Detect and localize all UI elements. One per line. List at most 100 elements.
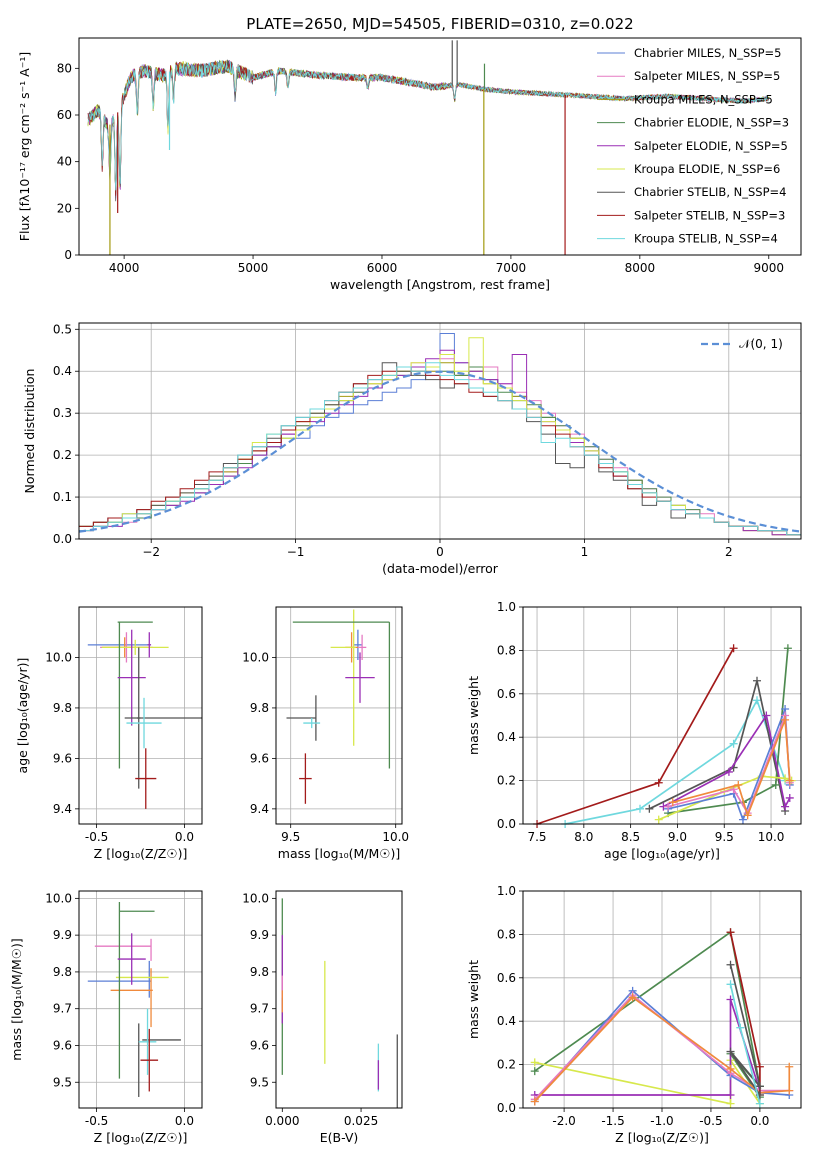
normal-curve — [79, 370, 801, 533]
y-tick-label: 80 — [57, 61, 72, 75]
weight-marker — [781, 715, 790, 724]
weight-marker — [736, 1023, 745, 1032]
axes-frame — [78, 37, 802, 256]
weight-marker — [530, 1097, 539, 1106]
x-tick-label: 9.0 — [668, 830, 687, 844]
y-tick-label: 9.6 — [53, 1038, 72, 1052]
y-tick-label: 10.0 — [45, 891, 72, 905]
x-tick-label: 8000 — [625, 261, 656, 275]
weight-marker — [785, 1086, 794, 1095]
y-tick-label: 0.3 — [53, 406, 72, 420]
weight-marker — [668, 798, 677, 807]
y-tick-label: 9.9 — [53, 928, 72, 942]
weight-marker — [755, 1082, 764, 1091]
x-tick-label: 0.025 — [344, 1114, 378, 1128]
y-axis-label: age [log₁₀(age/yr)] — [15, 658, 30, 774]
y-axis-label: Flux [fλ10⁻¹⁷ erg cm⁻² s⁻¹ A⁻¹] — [17, 52, 32, 241]
y-tick-label: 9.8 — [250, 701, 269, 715]
y-tick-label: 9.7 — [250, 1002, 269, 1016]
axes-frame — [522, 890, 802, 1109]
y-tick-label: 9.8 — [250, 965, 269, 979]
axes-frame — [275, 606, 403, 825]
weight-marker — [781, 774, 790, 783]
y-tick-label: 9.6 — [53, 751, 72, 765]
weight-marker — [636, 804, 645, 813]
weight-marker — [753, 696, 762, 705]
x-tick-label: -2.0 — [552, 1114, 575, 1128]
weight-marker — [734, 780, 743, 789]
y-tick-label: 9.5 — [53, 1075, 72, 1089]
x-tick-label: 0.0 — [175, 1114, 194, 1128]
x-tick-label: 7000 — [496, 261, 527, 275]
x-tick-label: 10.0 — [382, 830, 409, 844]
x-tick-label: 9.5 — [715, 830, 734, 844]
weight-line — [534, 996, 791, 1103]
weight-marker — [762, 711, 771, 720]
weight-marker — [726, 980, 735, 989]
y-tick-label: 9.9 — [250, 928, 269, 942]
legend-label: Chabrier MILES, N_SSP=5 — [634, 46, 781, 60]
x-axis-label: Z [log₁₀(Z/Z☉)] — [94, 1130, 188, 1145]
x-tick-label: 5000 — [238, 261, 269, 275]
weight-marker — [785, 776, 794, 785]
legend-label: Chabrier ELODIE, N_SSP=3 — [634, 116, 789, 130]
x-tick-label: 9.5 — [281, 830, 300, 844]
axes-frame — [78, 322, 802, 540]
x-tick-label: 10.0 — [758, 830, 785, 844]
mass-vs-ebv-panel: 0.000 0.025 9.5 9.6 9.7 9.8 9.9 10.0 E(B-V) — [242, 890, 403, 1145]
legend-label: 𝒩(0, 1) — [739, 337, 783, 351]
y-tick-label: 0 — [64, 248, 72, 262]
y-tick-label: 9.7 — [53, 1002, 72, 1016]
age-vs-mass-panel: 9.5 10.0 9.4 9.6 9.8 10.0 mass [log₁₀(M/M☉)] — [242, 606, 409, 861]
weight-marker — [726, 928, 735, 937]
y-tick-label: 0.4 — [497, 730, 516, 744]
weight-marker — [726, 960, 735, 969]
y-tick-label: 0.1 — [53, 490, 72, 504]
y-tick-label: 0.2 — [497, 1058, 516, 1072]
weight-marker — [645, 804, 654, 813]
x-axis-label: Z [log₁₀(Z/Z☉)] — [615, 1130, 709, 1145]
mass-vs-metallicity-panel: -0.5 0.0 9.5 9.6 9.7 9.8 9.9 10.0 Z [log₁₀(Z/Z☉)… — [9, 890, 203, 1145]
x-tick-label: 6000 — [367, 261, 398, 275]
weight-marker — [726, 1047, 735, 1056]
y-tick-label: 9.4 — [53, 802, 72, 816]
weight-marker — [530, 1058, 539, 1067]
weight-marker — [726, 1090, 735, 1099]
x-tick-label: -1.5 — [601, 1114, 624, 1128]
x-tick-label: 4000 — [109, 261, 140, 275]
x-tick-label: 0.0 — [175, 830, 194, 844]
legend-label: Kroupa ELODIE, N_SSP=6 — [634, 162, 780, 176]
weight-marker — [771, 780, 780, 789]
y-tick-label: 0.8 — [497, 643, 516, 657]
y-axis-label: Normed distribution — [22, 369, 37, 494]
weight-marker — [785, 793, 794, 802]
legend-label: Chabrier STELIB, N_SSP=4 — [634, 185, 786, 199]
y-tick-label: 0.0 — [53, 532, 72, 546]
weight-marker — [654, 778, 663, 787]
legend-label: Kroupa STELIB, N_SSP=4 — [634, 232, 778, 246]
x-tick-label: 0 — [436, 545, 444, 559]
age-vs-metallicity-panel: -0.5 0.0 9.4 9.6 9.8 10.0 Z [log₁₀(Z/Z☉)] age [… — [15, 606, 203, 861]
weight-vs-metallicity-panel: -2.0 -1.5 -1.0 -0.5 0.0 0.0 0.2 0.4 0.6 0.8 1.0 Z [… — [466, 884, 802, 1145]
y-tick-label: 9.6 — [250, 1038, 269, 1052]
y-tick-label: 0.6 — [497, 687, 516, 701]
x-axis-label: mass [log₁₀(M/M☉)] — [278, 846, 400, 861]
weight-line — [729, 964, 761, 1096]
x-tick-label: 8.5 — [621, 830, 640, 844]
axes-frame — [522, 606, 802, 825]
x-tick-label: 0.0 — [750, 1114, 769, 1128]
legend-label: Salpeter ELODIE, N_SSP=5 — [634, 139, 788, 153]
y-tick-label: 1.0 — [497, 600, 516, 614]
weight-marker — [724, 767, 733, 776]
weight-marker — [654, 815, 663, 824]
y-tick-label: 1.0 — [497, 884, 516, 898]
weight-marker — [755, 1062, 764, 1071]
y-tick-label: 0.4 — [497, 1014, 516, 1028]
x-tick-label: -0.5 — [85, 1114, 108, 1128]
y-tick-label: 0.8 — [497, 927, 516, 941]
x-tick-label: −2 — [142, 545, 160, 559]
x-tick-label: 1 — [581, 545, 589, 559]
legend-label: Salpeter MILES, N_SSP=5 — [634, 69, 780, 83]
weight-marker — [738, 815, 747, 824]
